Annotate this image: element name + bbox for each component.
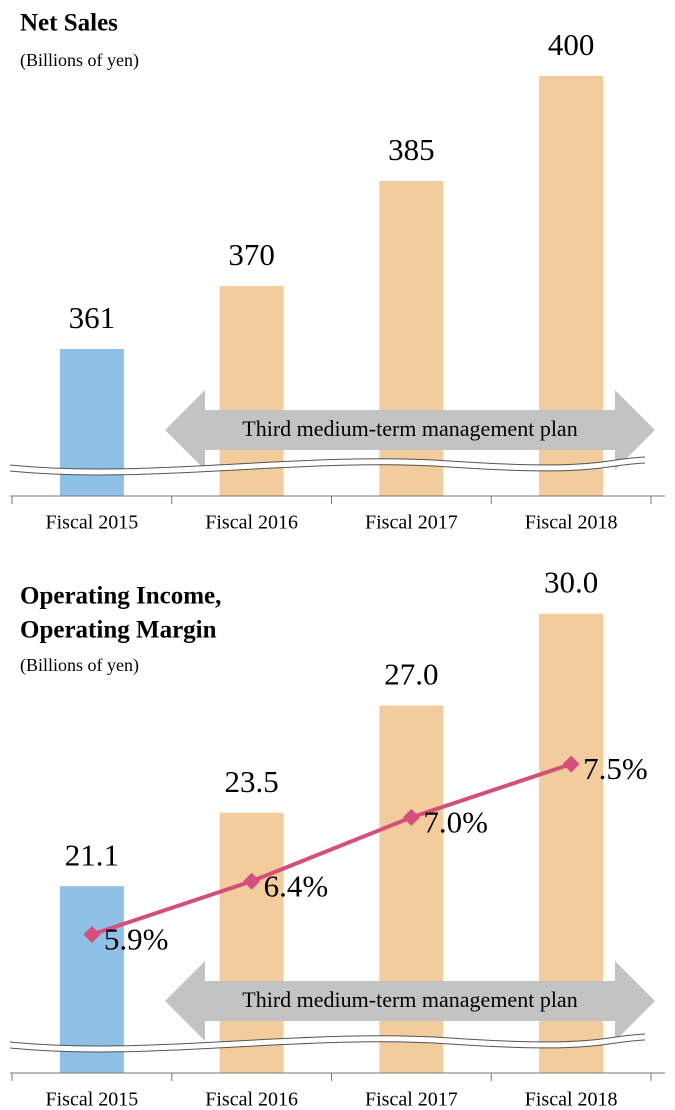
x-tick-label: Fiscal 2018 <box>525 512 618 534</box>
axis-break-gap <box>9 1034 646 1052</box>
axis-break-line <box>9 1039 646 1053</box>
margin-line <box>91 762 572 937</box>
x-tick-label: Fiscal 2016 <box>205 512 298 534</box>
bar-value-label: 27.0 <box>384 657 438 692</box>
bar-value-label: 400 <box>548 27 595 62</box>
bar-value-label: 370 <box>228 237 275 272</box>
x-tick-label: Fiscal 2015 <box>45 1089 138 1110</box>
chart-title: Operating Margin <box>20 617 217 644</box>
margin-marker <box>243 872 261 890</box>
chart-subtitle: (Billions of yen) <box>20 50 139 71</box>
chart-title: Operating Income, <box>20 583 221 610</box>
axis-break-gap <box>9 457 646 475</box>
axis-break-line <box>9 1033 646 1047</box>
margin-value-label: 5.9% <box>104 922 169 957</box>
plan-arrow <box>165 961 655 1041</box>
chart-subtitle: (Billions of yen) <box>20 655 139 676</box>
bar-value-label: 23.5 <box>225 764 279 799</box>
bar <box>219 812 284 1073</box>
margin-marker <box>402 808 420 826</box>
bar <box>59 886 124 1073</box>
bar-value-label: 385 <box>388 132 435 167</box>
x-tick-label: Fiscal 2017 <box>365 1089 458 1110</box>
axis-break-line <box>9 462 646 476</box>
bar <box>219 286 284 496</box>
axis-break-line <box>9 456 646 470</box>
plan-arrow <box>165 390 655 470</box>
margin-value-label: 7.0% <box>423 804 488 839</box>
margin-value-label: 7.5% <box>583 751 648 786</box>
x-tick-label: Fiscal 2018 <box>525 1089 618 1110</box>
plan-label: Third medium-term management plan <box>242 987 577 1012</box>
bar-value-label: 21.1 <box>65 837 119 872</box>
x-tick-label: Fiscal 2017 <box>365 512 458 534</box>
margin-marker <box>83 926 101 944</box>
bar-value-label: 361 <box>69 300 116 335</box>
chart-title: Net Sales <box>20 10 118 37</box>
margin-value-label: 6.4% <box>264 868 329 903</box>
plan-label: Third medium-term management plan <box>242 416 577 441</box>
x-tick-label: Fiscal 2016 <box>205 1089 298 1110</box>
margin-marker <box>562 755 580 773</box>
bar-value-label: 30.0 <box>544 565 598 600</box>
x-tick-label: Fiscal 2015 <box>45 512 138 534</box>
